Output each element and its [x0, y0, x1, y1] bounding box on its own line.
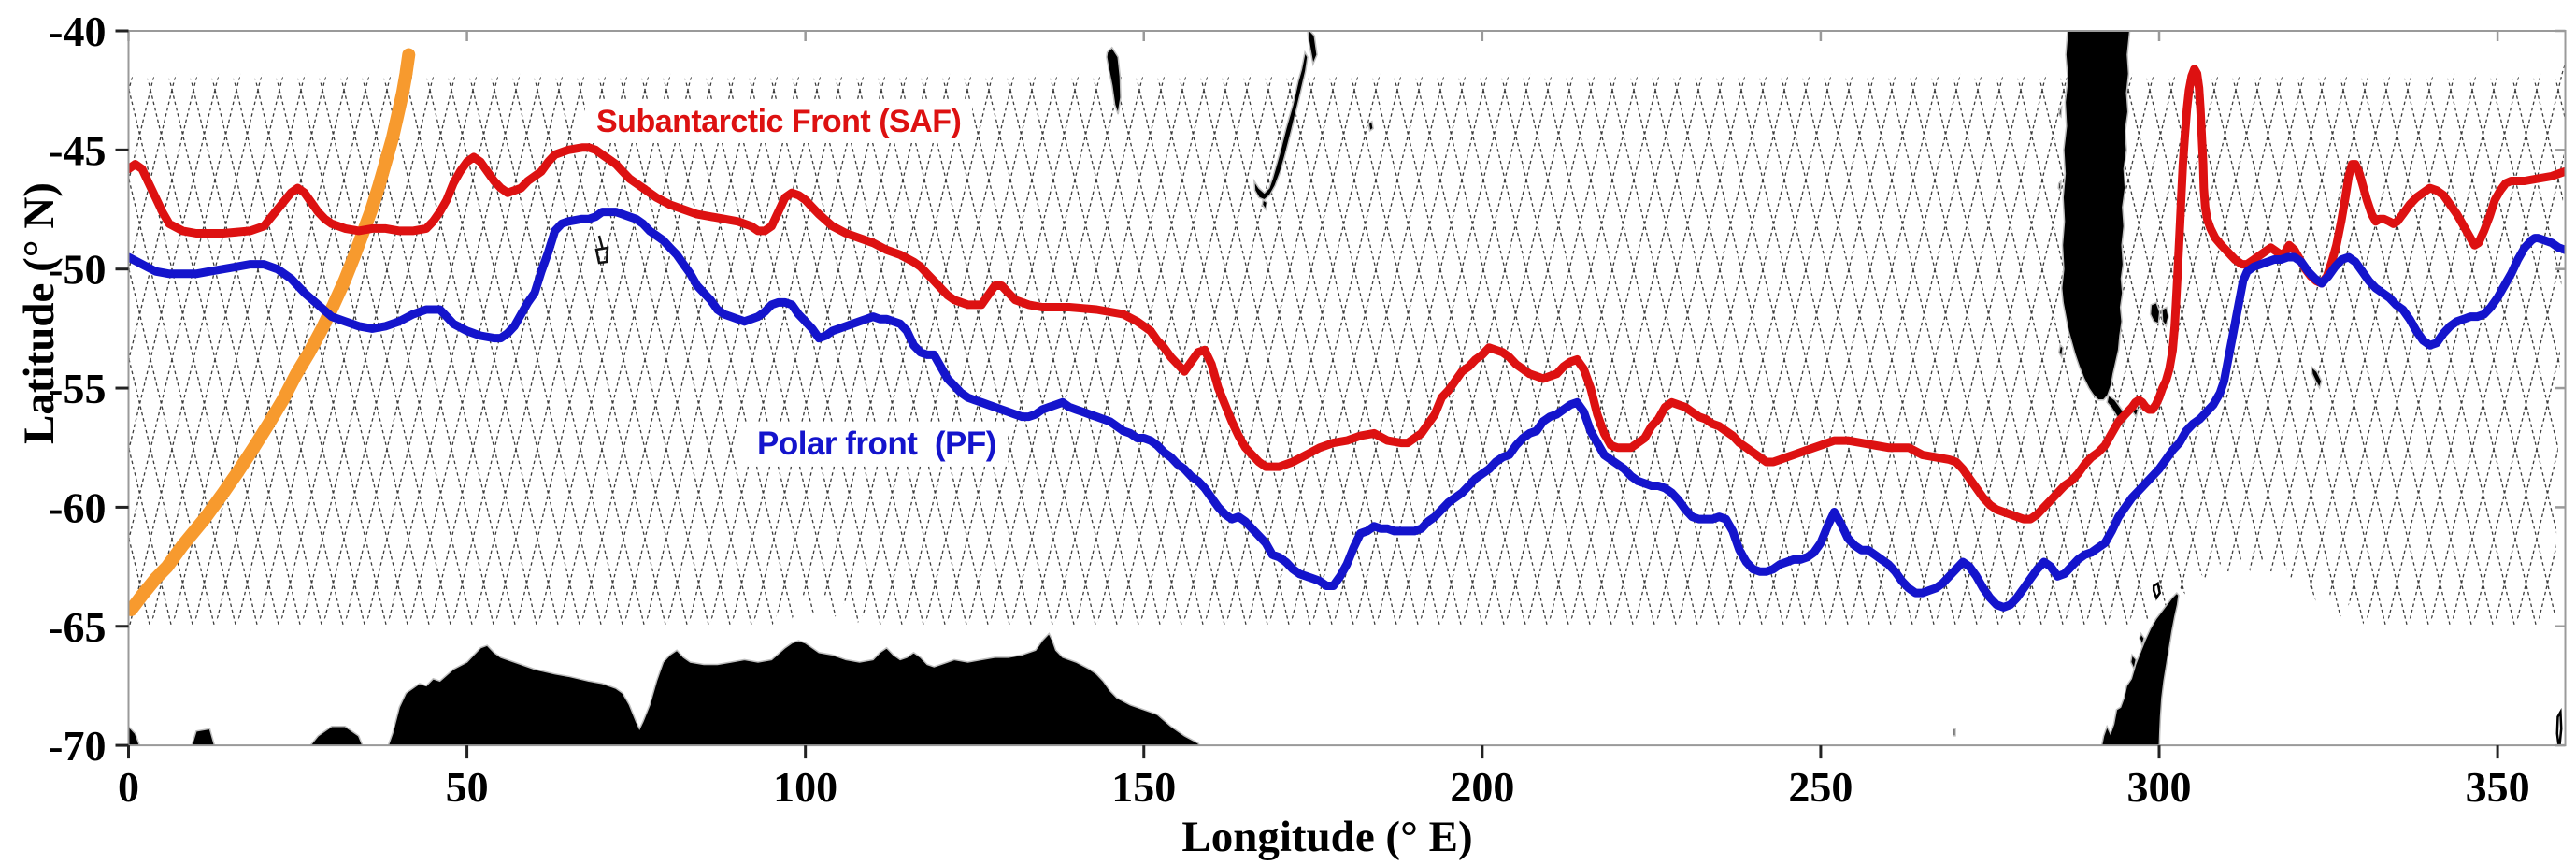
landmass-antarctic-peninsula	[2100, 591, 2180, 746]
y-axis-title: Latitude (° N)	[15, 182, 64, 444]
pf-curve-label: Polar front (PF)	[746, 423, 1008, 466]
island-12	[2058, 105, 2063, 119]
y-tick-label--45: -45	[49, 126, 106, 174]
x-tick-label-300: 300	[2127, 763, 2192, 811]
y-tick-label--40: -40	[49, 7, 106, 55]
y-tick-label--60: -60	[49, 483, 106, 531]
y-tick-label--65: -65	[49, 603, 106, 651]
stray-cursor-mark-stem	[597, 235, 605, 251]
x-tick-label-250: 250	[1788, 763, 1853, 811]
x-axis-title: Longitude (° E)	[1181, 813, 1473, 861]
island-15	[1953, 728, 1956, 737]
stray-cursor-mark	[594, 246, 609, 265]
island-6	[2161, 306, 2169, 328]
island-14	[2058, 343, 2065, 360]
x-tick-label-100: 100	[773, 763, 837, 811]
island-13	[2057, 179, 2062, 193]
island-3	[1307, 31, 1318, 67]
x-tick-label-150: 150	[1111, 763, 1176, 811]
island-5	[2149, 301, 2161, 325]
island-2	[1261, 198, 1268, 211]
island-11	[2139, 631, 2145, 648]
x-tick-label-350: 350	[2466, 763, 2530, 811]
y-tick-label--70: -70	[49, 722, 106, 770]
landmass-antarctica	[128, 632, 1201, 746]
saf-curve-label: Subantarctic Front (SAF)	[585, 101, 973, 143]
x-tick-label-200: 200	[1450, 763, 1514, 811]
ground-track-highlight-curve	[128, 48, 416, 616]
x-tick-label-50: 50	[446, 763, 489, 811]
island-0	[1106, 46, 1122, 115]
island-1	[1252, 50, 1309, 201]
island-9	[2310, 365, 2323, 390]
y-tick-label--50: -50	[49, 246, 106, 294]
island-10	[2129, 653, 2138, 671]
saf-front-curve	[128, 65, 2566, 524]
ground-track-hatch-band	[128, 62, 2566, 631]
island-4	[1367, 120, 1375, 133]
y-tick-label--55: -55	[49, 365, 106, 412]
pf-front-curve	[128, 208, 2566, 612]
islet-outline-1	[2555, 708, 2563, 746]
islet-outline-0	[2152, 581, 2162, 600]
x-tick-label-0: 0	[118, 763, 139, 811]
landmass-south-america	[2060, 31, 2131, 401]
